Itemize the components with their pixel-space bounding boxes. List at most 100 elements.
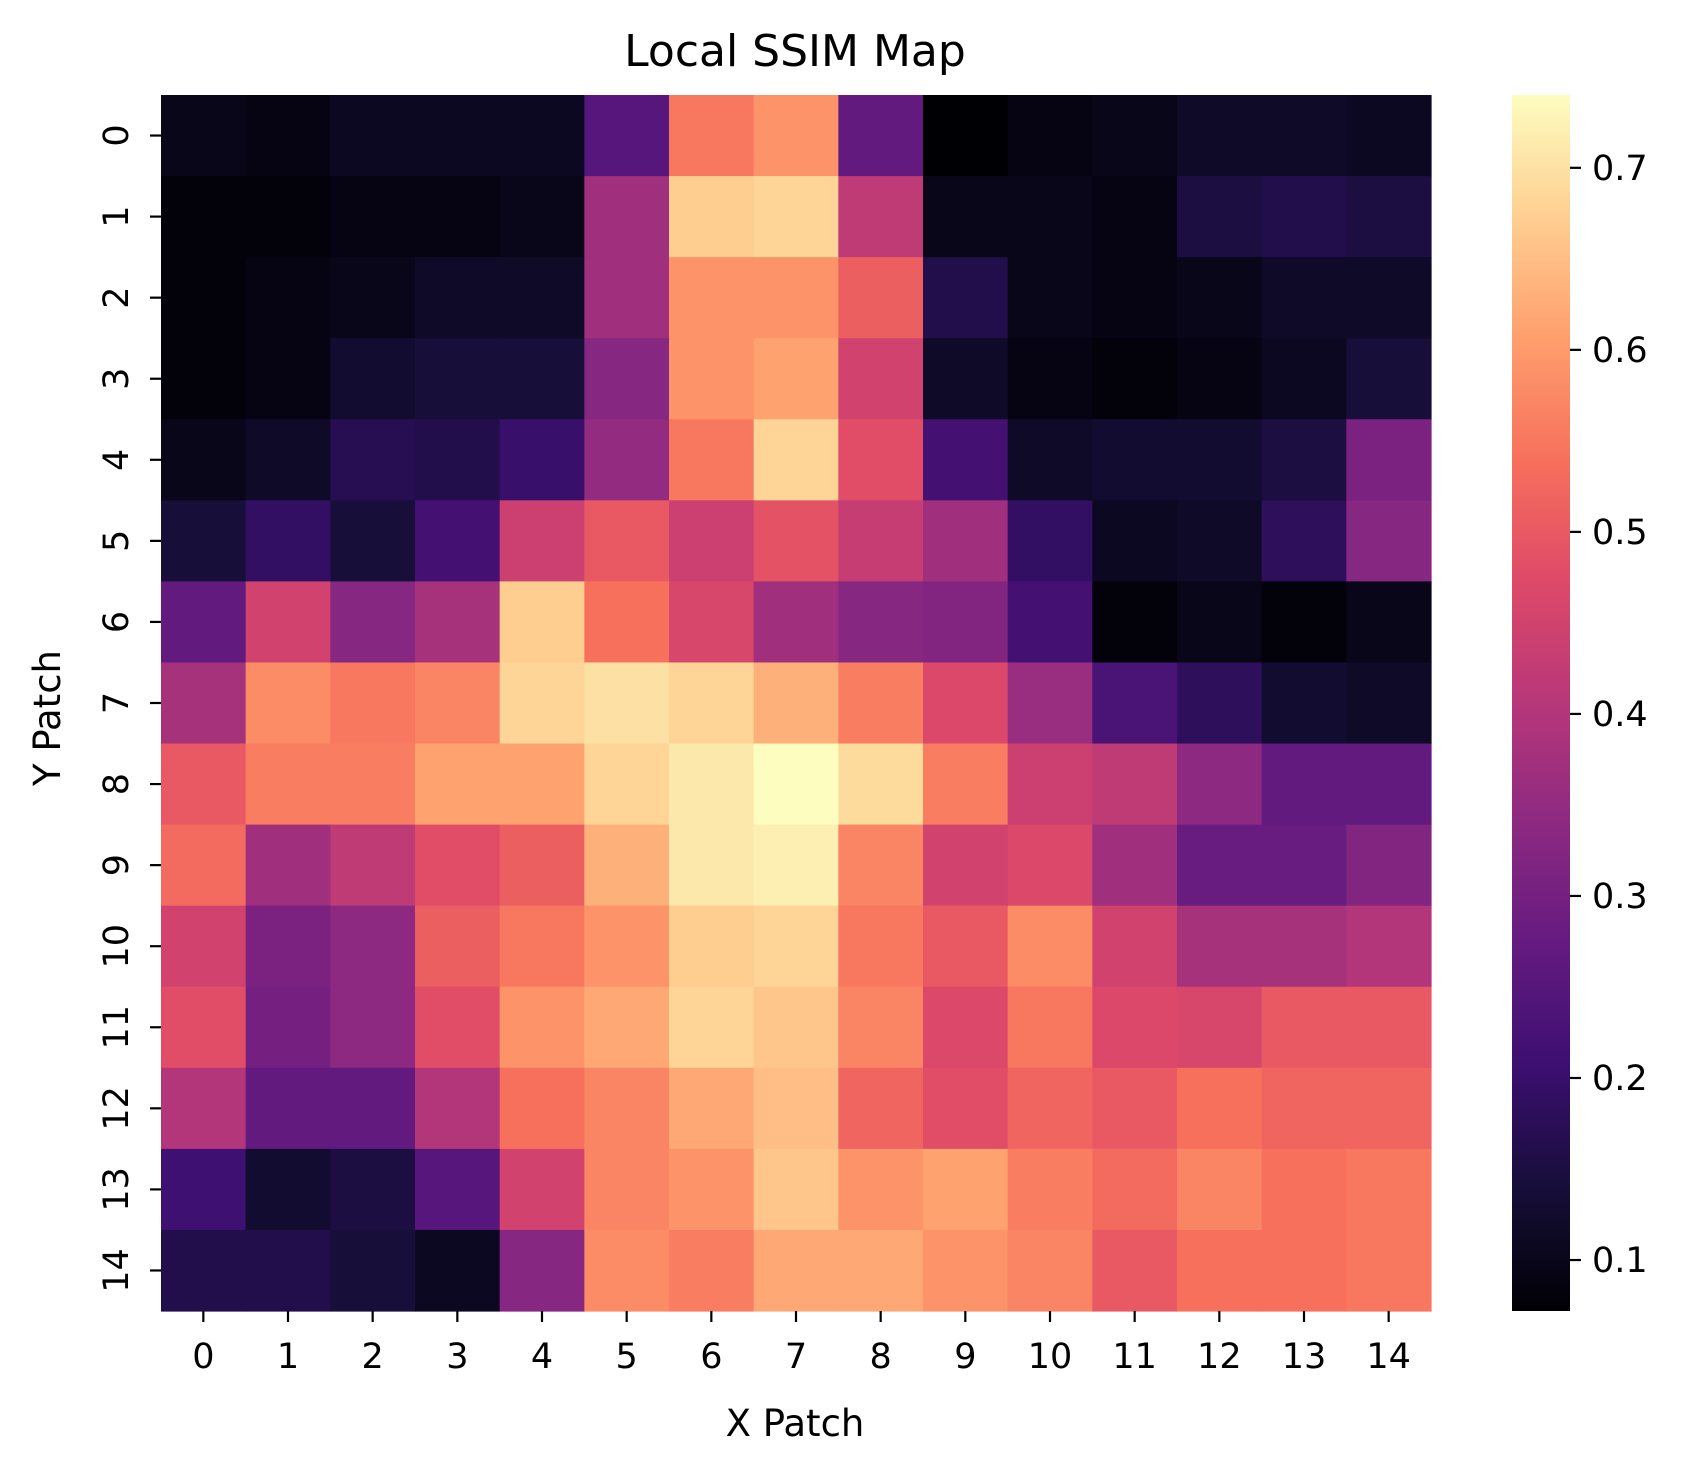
heatmap-cell-r0-c7: [753, 95, 839, 177]
heatmap-cell-r14-c0: [161, 1229, 247, 1312]
heatmap-cell-r1-c13: [1261, 176, 1347, 258]
y-tick-label: 9: [97, 854, 137, 876]
heatmap-cell-r7-c13: [1261, 662, 1347, 745]
colorbar: [1512, 95, 1570, 1311]
heatmap-cell-r2-c8: [838, 257, 924, 339]
y-tick-label: 12: [97, 1086, 137, 1131]
heatmap-cell-r11-c6: [669, 986, 755, 1069]
heatmap-cell-r10-c12: [1177, 905, 1263, 988]
heatmap-cell-r8-c13: [1261, 743, 1347, 826]
heatmap-cell-r11-c10: [1007, 986, 1093, 1069]
x-tick-label: 2: [362, 1337, 384, 1377]
colorbar-tick-label: 0.1: [1592, 1241, 1648, 1281]
heatmap-cell-r1-c6: [669, 176, 755, 258]
heatmap-cell-r13-c9: [923, 1148, 1009, 1231]
y-tick-label: 7: [97, 692, 137, 714]
heatmap-cell-r13-c13: [1261, 1148, 1347, 1231]
heatmap-cell-r8-c3: [415, 743, 501, 826]
heatmap-cell-r4-c8: [838, 419, 924, 501]
heatmap-cell-r13-c11: [1092, 1148, 1178, 1231]
heatmap-cell-r4-c11: [1092, 419, 1178, 501]
heatmap-cell-r0-c0: [161, 95, 247, 177]
heatmap-cell-r12-c10: [1007, 1067, 1093, 1150]
y-tick-label: 0: [97, 124, 137, 146]
heatmap-cell-r0-c11: [1092, 95, 1178, 177]
heatmap-cell-r3-c9: [923, 338, 1009, 420]
colorbar-tick-label: 0.4: [1592, 695, 1648, 735]
heatmap-cell-r11-c9: [923, 986, 1009, 1069]
heatmap-cell-r10-c13: [1261, 905, 1347, 988]
heatmap-cell-r13-c10: [1007, 1148, 1093, 1231]
heatmap-cell-r11-c4: [499, 986, 585, 1069]
heatmap-cell-r2-c7: [753, 257, 839, 339]
heatmap-cell-r0-c1: [245, 95, 331, 177]
heatmap-cell-r10-c2: [330, 905, 416, 988]
heatmap-cell-r14-c8: [838, 1229, 924, 1312]
y-tick-label: 1: [97, 205, 137, 227]
heatmap-cell-r6-c1: [245, 581, 331, 664]
heatmap-cell-r8-c1: [245, 743, 331, 826]
heatmap-cell-r11-c12: [1177, 986, 1263, 1069]
heatmap-cell-r14-c9: [923, 1229, 1009, 1312]
heatmap-cell-r3-c11: [1092, 338, 1178, 420]
heatmap-cell-r4-c12: [1177, 419, 1263, 501]
heatmap-cell-r0-c9: [923, 95, 1009, 177]
heatmap-cell-r1-c3: [415, 176, 501, 258]
heatmap-cell-r7-c0: [161, 662, 247, 745]
heatmap-cell-r10-c14: [1346, 905, 1432, 988]
heatmap-cells: [161, 95, 1432, 1312]
heatmap-cell-r2-c5: [584, 257, 670, 339]
heatmap-cell-r13-c12: [1177, 1148, 1263, 1231]
heatmap-cell-r7-c10: [1007, 662, 1093, 745]
heatmap-cell-r4-c4: [499, 419, 585, 501]
heatmap-cell-r3-c4: [499, 338, 585, 420]
heatmap-cell-r10-c6: [669, 905, 755, 988]
heatmap-cell-r7-c12: [1177, 662, 1263, 745]
heatmap-cell-r3-c10: [1007, 338, 1093, 420]
heatmap-cell-r6-c2: [330, 581, 416, 664]
heatmap-cell-r7-c2: [330, 662, 416, 745]
heatmap-cell-r12-c3: [415, 1067, 501, 1150]
heatmap-cell-r8-c0: [161, 743, 247, 826]
heatmap-cell-r5-c10: [1007, 500, 1093, 582]
heatmap-cell-r14-c7: [753, 1229, 839, 1312]
heatmap-cell-r8-c14: [1346, 743, 1432, 826]
heatmap-cell-r2-c9: [923, 257, 1009, 339]
heatmap-cell-r2-c0: [161, 257, 247, 339]
x-tick-label: 1: [277, 1337, 299, 1377]
heatmap-cell-r12-c9: [923, 1067, 1009, 1150]
heatmap-cell-r9-c2: [330, 824, 416, 907]
heatmap-cell-r5-c1: [245, 500, 331, 582]
heatmap-cell-r10-c1: [245, 905, 331, 988]
heatmap-cell-r4-c7: [753, 419, 839, 501]
heatmap-cell-r10-c3: [415, 905, 501, 988]
x-axis-label: X Patch: [726, 1402, 865, 1445]
heatmap-cell-r3-c6: [669, 338, 755, 420]
heatmap-cell-r8-c12: [1177, 743, 1263, 826]
heatmap-cell-r3-c1: [245, 338, 331, 420]
heatmap-cell-r7-c8: [838, 662, 924, 745]
heatmap-cell-r9-c14: [1346, 824, 1432, 907]
heatmap-cell-r4-c6: [669, 419, 755, 501]
heatmap-cell-r5-c3: [415, 500, 501, 582]
heatmap-cell-r7-c5: [584, 662, 670, 745]
heatmap-cell-r3-c13: [1261, 338, 1347, 420]
heatmap-cell-r9-c11: [1092, 824, 1178, 907]
heatmap-cell-r0-c10: [1007, 95, 1093, 177]
heatmap-cell-r14-c13: [1261, 1229, 1347, 1312]
heatmap-cell-r6-c14: [1346, 581, 1432, 664]
heatmap-cell-r8-c7: [753, 743, 839, 826]
heatmap-cell-r1-c8: [838, 176, 924, 258]
heatmap-cell-r6-c5: [584, 581, 670, 664]
heatmap-cell-r4-c2: [330, 419, 416, 501]
heatmap-cell-r4-c0: [161, 419, 247, 501]
heatmap-cell-r9-c13: [1261, 824, 1347, 907]
heatmap-cell-r6-c8: [838, 581, 924, 664]
heatmap-cell-r12-c4: [499, 1067, 585, 1150]
heatmap-cell-r8-c9: [923, 743, 1009, 826]
heatmap-cell-r7-c4: [499, 662, 585, 745]
heatmap-cell-r7-c1: [245, 662, 331, 745]
heatmap-cell-r5-c8: [838, 500, 924, 582]
